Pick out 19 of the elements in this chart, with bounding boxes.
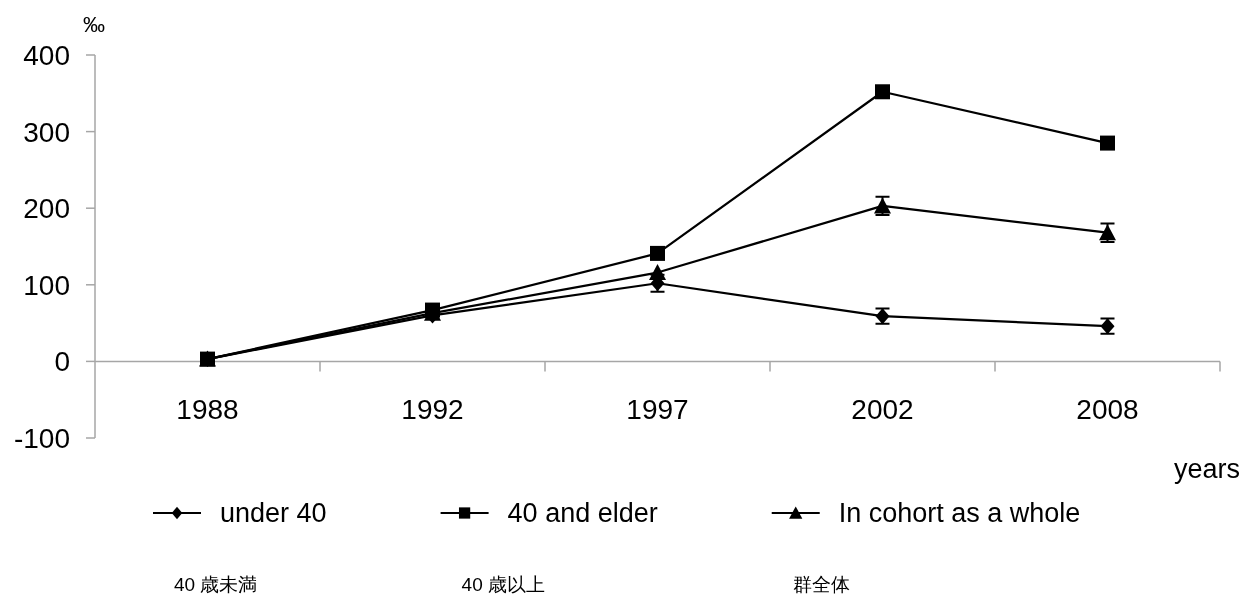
y-tick-label: 100 [23,269,70,301]
x-tick-label: 1997 [626,394,689,426]
annotation: 群全体 [792,574,850,595]
x-tick-label: 1992 [401,394,464,426]
legend-label: under 40 [220,498,327,528]
x-axis-title: years [1173,454,1240,484]
x-tick-label: 1988 [176,394,239,426]
annotation: 40 歳未満 [174,574,258,595]
legend-label: In cohort as a whole [838,498,1081,528]
y-tick-label: 0 [54,346,70,378]
y-tick-label: 400 [23,40,70,71]
x-tick-label: 2002 [851,394,914,426]
x-tick-label: 2008 [1076,394,1139,426]
annotation: 40 歳以上 [461,574,545,595]
legend-label: 40 and elder [507,498,658,528]
y-tick-label: 200 [23,193,70,225]
y-axis-title: ‰ [83,12,105,37]
y-tick-label: -100 [13,423,70,454]
y-tick-label: 300 [23,116,70,148]
